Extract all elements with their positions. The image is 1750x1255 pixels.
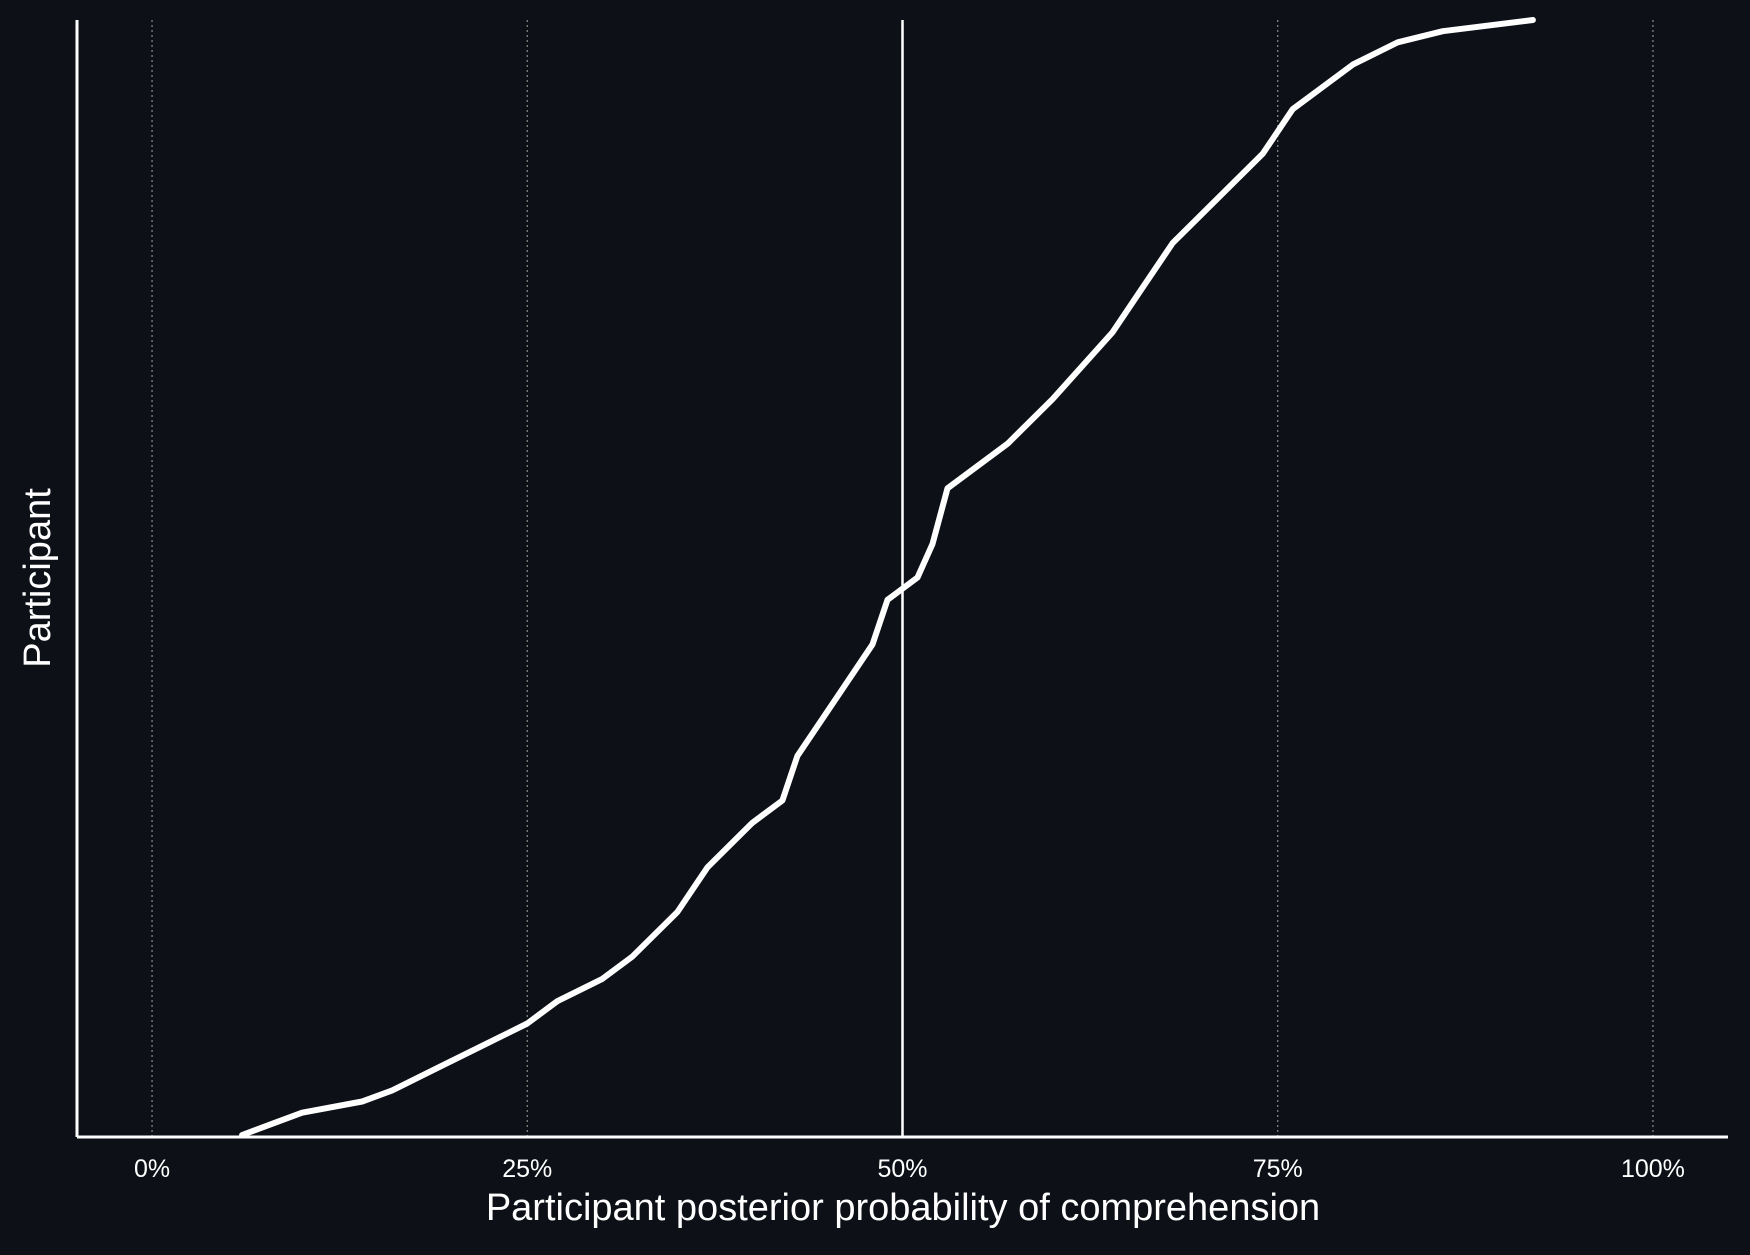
x-axis-title: Participant posterior probability of com… bbox=[486, 1187, 1320, 1229]
x-tick-label: 0% bbox=[134, 1155, 170, 1183]
posterior-probability-line bbox=[239, 17, 1536, 1138]
y-axis-title: Participant bbox=[17, 488, 59, 668]
x-tick-label: 50% bbox=[877, 1155, 927, 1183]
x-tick-label: 75% bbox=[1253, 1155, 1303, 1183]
x-tick-label: 100% bbox=[1621, 1155, 1685, 1183]
x-tick-labels: 0% 25% 50% 75% 100% bbox=[134, 1155, 1685, 1183]
x-tick-label: 25% bbox=[502, 1155, 552, 1183]
